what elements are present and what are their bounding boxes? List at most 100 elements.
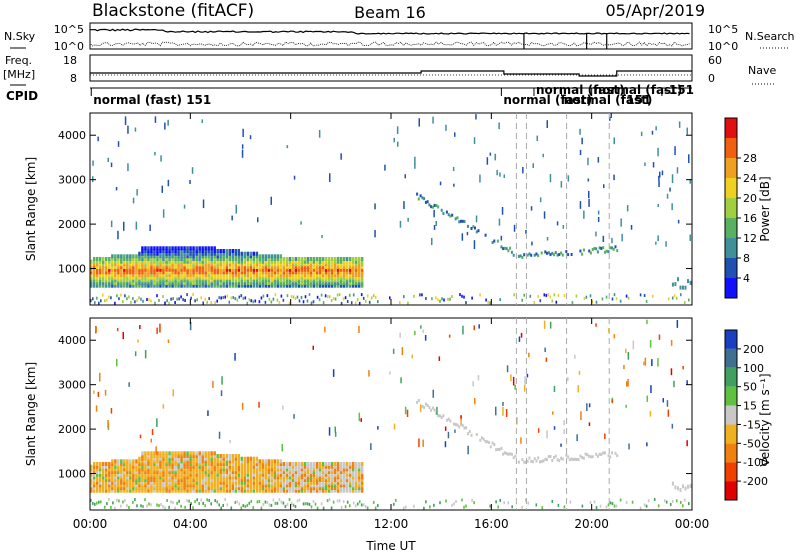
power-data-cell-1516 bbox=[620, 218, 622, 227]
vel-data-cell-1287 bbox=[423, 506, 425, 510]
power-data-cell-414 bbox=[183, 265, 186, 269]
power-data-cell-793 bbox=[264, 265, 268, 269]
power-data-cell-903 bbox=[294, 281, 298, 285]
power-data-cell-1273 bbox=[346, 300, 349, 303]
vel-data-cell-74 bbox=[108, 464, 111, 469]
vel-data-cell-881 bbox=[288, 486, 292, 490]
power-data-cell-404 bbox=[180, 251, 183, 256]
power-data-cell-868 bbox=[282, 257, 286, 261]
power-data-cell-901 bbox=[291, 257, 295, 261]
vel-data-cell-358 bbox=[171, 459, 174, 464]
vel-data-cell-397 bbox=[180, 475, 183, 480]
power-data-cell-511 bbox=[201, 246, 204, 251]
vel-data-cell-1495 bbox=[676, 320, 679, 328]
power-data-cell-405 bbox=[180, 249, 183, 253]
power-data-cell-1488 bbox=[498, 122, 500, 130]
power-data-cell-923 bbox=[297, 257, 301, 261]
power-data-cell-118 bbox=[120, 267, 123, 272]
vel-data-cell-1227 bbox=[252, 506, 255, 510]
power-data-cell-660 bbox=[234, 273, 237, 277]
vel-data-cell-1402 bbox=[528, 456, 531, 460]
vel-data-cell-626 bbox=[225, 456, 228, 461]
vel-data-cell-356 bbox=[171, 464, 174, 469]
vel-data-cell-289 bbox=[159, 483, 162, 488]
power-data-cell-983 bbox=[315, 273, 319, 277]
power-data-cell-782 bbox=[261, 262, 265, 267]
power-data-cell-286 bbox=[156, 246, 159, 251]
vel-data-cell-1345 bbox=[688, 502, 690, 506]
power-data-cell-1376 bbox=[451, 213, 454, 217]
power-data-cell-834 bbox=[276, 283, 280, 288]
vel-data-cell-4 bbox=[90, 478, 93, 482]
vel-data-cell-1558 bbox=[518, 336, 521, 342]
vel-data-cell-99 bbox=[114, 459, 117, 464]
power-data-cell-1257 bbox=[312, 300, 315, 304]
power-data-cell-762 bbox=[258, 283, 262, 288]
vel-data-cell-28 bbox=[96, 470, 99, 474]
vel-data-cell-849 bbox=[279, 480, 283, 485]
vel-data-cell-158 bbox=[129, 462, 132, 466]
power-data-cell-1009 bbox=[321, 262, 325, 267]
power-data-cell-820 bbox=[270, 257, 274, 261]
vel-data-cell-774 bbox=[261, 488, 265, 493]
vel-data-cell-1158 bbox=[96, 501, 98, 505]
power-data-cell-240 bbox=[147, 249, 150, 253]
power-data-cell-894 bbox=[291, 275, 295, 280]
power-data-cell-919 bbox=[297, 267, 301, 272]
power-data-cell-86 bbox=[111, 257, 114, 261]
vel-data-cell-132 bbox=[123, 467, 126, 472]
power-data-cell-825 bbox=[273, 275, 277, 280]
power-data-cell-544 bbox=[210, 278, 213, 283]
power-data-cell-736 bbox=[252, 283, 255, 288]
vel-data-cell-1000 bbox=[318, 462, 322, 466]
power-data-cell-102 bbox=[117, 278, 120, 283]
power-data-cell-1252 bbox=[302, 300, 305, 304]
power-data-cell-608 bbox=[222, 262, 225, 267]
power-data-cell-1452 bbox=[475, 215, 478, 223]
power-data-cell-461 bbox=[192, 259, 195, 264]
vel-data-cell-980 bbox=[315, 486, 319, 490]
power-data-cell-1405 bbox=[526, 253, 529, 257]
vel-data-cell-838 bbox=[276, 478, 280, 482]
vel-data-cell-61 bbox=[105, 470, 108, 474]
vel-data-cell-1406 bbox=[535, 459, 538, 463]
vel-data-cell-1534 bbox=[686, 380, 688, 385]
cpid-entry-0: normal (fast) 151 bbox=[93, 93, 211, 107]
power-data-cell-1542 bbox=[107, 157, 109, 162]
vel-data-cell-516 bbox=[204, 478, 207, 482]
vel-data-cell-1249 bbox=[298, 498, 301, 502]
power-data-cell-887 bbox=[288, 265, 292, 269]
power-data-cell-583 bbox=[216, 254, 219, 259]
vel-data-cell-106 bbox=[117, 472, 120, 477]
power-data-cell-281 bbox=[156, 259, 159, 264]
vel-data-cell-989 bbox=[315, 462, 319, 466]
power-data-cell-58 bbox=[105, 273, 108, 277]
power-data-cell-358 bbox=[171, 254, 174, 259]
power-data-cell-56 bbox=[105, 278, 108, 283]
power-data-cell-617 bbox=[225, 275, 228, 280]
power-data-cell-1225 bbox=[244, 296, 247, 300]
power-data-cell-1045 bbox=[333, 283, 337, 288]
vel-data-cell-1330 bbox=[631, 500, 634, 504]
power-data-cell-904 bbox=[294, 278, 298, 283]
power-data-cell-980 bbox=[315, 281, 319, 285]
vel-data-cell-1539 bbox=[404, 406, 407, 415]
vel-data-cell-296 bbox=[159, 464, 162, 469]
power-data-cell-168 bbox=[132, 262, 135, 267]
vel-data-cell-998 bbox=[318, 467, 322, 472]
power-data-cell-739 bbox=[252, 275, 255, 280]
vel-data-cell-965 bbox=[309, 467, 313, 472]
vel-data-cell-1161 bbox=[104, 505, 106, 509]
vel-data-cell-251 bbox=[150, 464, 153, 469]
power-data-cell-1404 bbox=[523, 253, 526, 257]
vel-data-cell-51 bbox=[102, 467, 105, 472]
power-data-cell-368 bbox=[174, 267, 177, 272]
vel-data-cell-640 bbox=[228, 456, 231, 461]
power-data-cell-1450 bbox=[117, 141, 120, 147]
vel-data-cell-1504 bbox=[667, 409, 670, 417]
velocity-ylabel: Slant Range [km] bbox=[24, 362, 38, 466]
power-data-cell-1348 bbox=[643, 294, 646, 297]
vel-data-cell-664 bbox=[234, 467, 237, 472]
power-data-cell-991 bbox=[318, 281, 322, 285]
vel-data-cell-185 bbox=[138, 486, 141, 490]
